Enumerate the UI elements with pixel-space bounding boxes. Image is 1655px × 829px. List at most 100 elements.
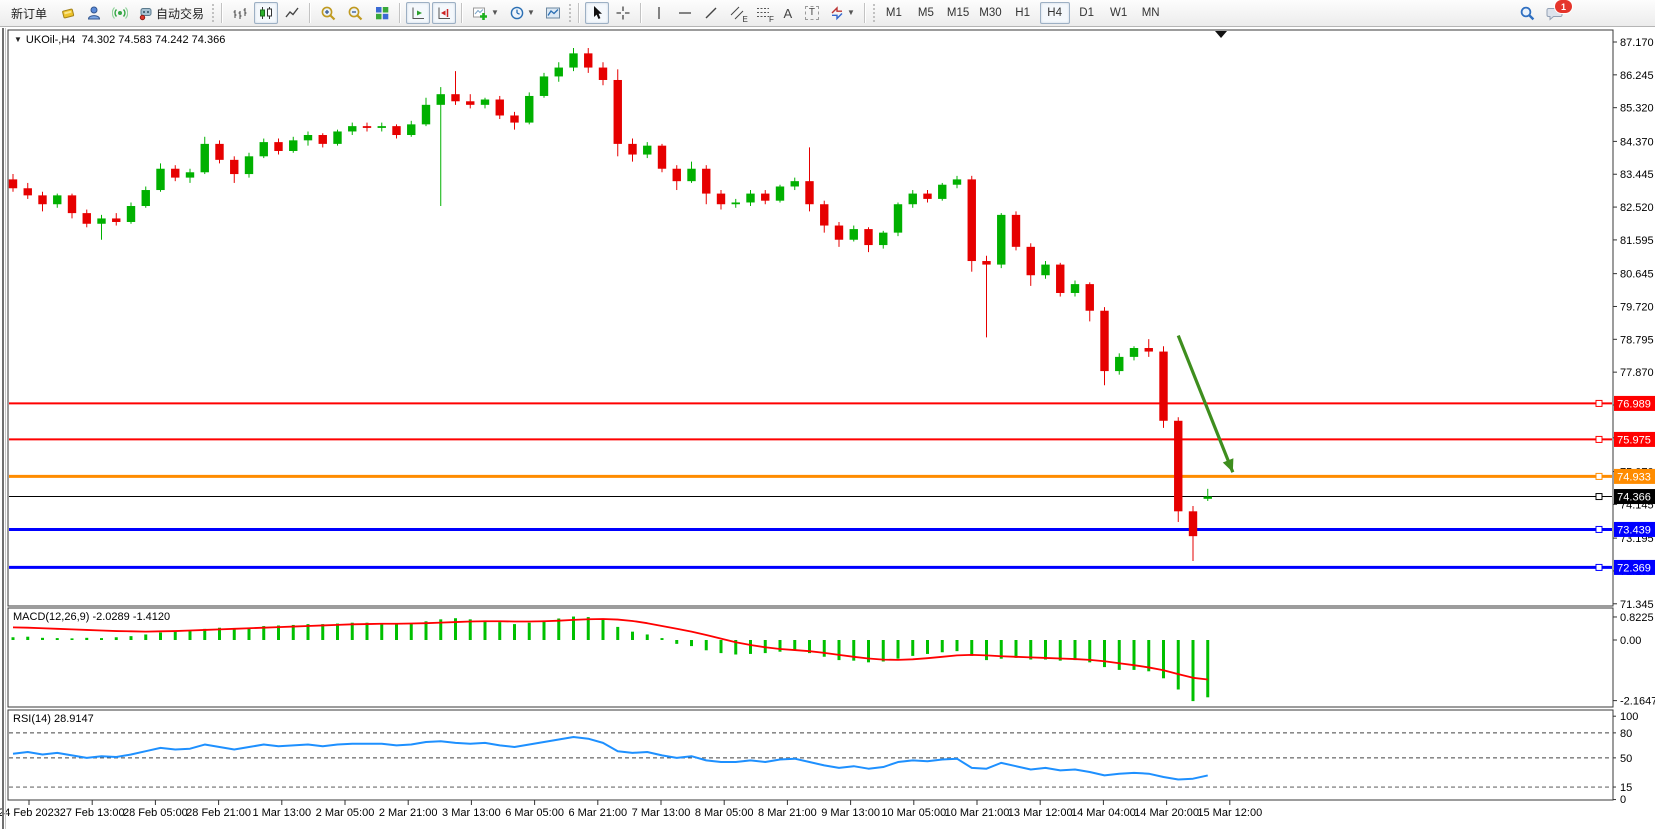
text-label-tool-button[interactable]: T xyxy=(801,2,823,24)
candlestick-icon xyxy=(260,7,273,19)
time-axis-label: 7 Mar 13:00 xyxy=(632,807,691,819)
fibonacci-letter: F xyxy=(768,15,774,24)
trend-arrow-annotation[interactable] xyxy=(1176,334,1235,473)
last-bar-marker-icon xyxy=(1215,31,1228,38)
price-tick-label: 77.870 xyxy=(1620,367,1654,379)
ohlc-bars-icon xyxy=(233,8,247,19)
separator xyxy=(399,3,402,23)
price-tick-label: 84.370 xyxy=(1620,136,1654,148)
price-line-label-box xyxy=(1614,468,1655,484)
dropdown-arrow-icon: ▼ xyxy=(526,8,535,17)
time-axis-label: 3 Mar 13:00 xyxy=(442,807,501,819)
add-indicator-icon xyxy=(473,7,488,20)
level-line-handle[interactable] xyxy=(1595,472,1603,480)
timeframe-m15[interactable]: M15 xyxy=(943,2,973,24)
new-order-button[interactable]: 新订单 xyxy=(4,2,54,24)
separator xyxy=(309,3,312,23)
text-tool-icon: A xyxy=(783,5,793,21)
time frame-m30[interactable]: M30 xyxy=(975,2,1005,24)
arrows-shapes-icon xyxy=(831,6,843,21)
timeframe-h1[interactable]: H1 xyxy=(1008,2,1038,24)
price-line-label-box xyxy=(1614,431,1655,447)
gold-badge-icon xyxy=(62,8,75,19)
tile-windows-icon xyxy=(376,7,389,20)
bar-chart-button[interactable] xyxy=(228,2,252,24)
auto-trading-button[interactable]: 自动交易 xyxy=(134,2,208,24)
separator xyxy=(639,3,642,23)
level-line-handle[interactable] xyxy=(1595,493,1603,501)
line-chart-button[interactable] xyxy=(280,2,304,24)
fibonacci-tool-button[interactable]: F xyxy=(751,2,775,24)
time-axis-label: 14 Mar 04:00 xyxy=(1071,807,1136,819)
time-axis-label: 28 Feb 05:00 xyxy=(123,807,188,819)
timeframe-m5[interactable]: M5 xyxy=(911,2,941,24)
level-line-handle[interactable] xyxy=(1595,399,1603,407)
gold-badge-button[interactable] xyxy=(56,2,80,24)
vertical-line-icon xyxy=(658,7,660,19)
clock-icon xyxy=(510,6,524,20)
timeframe-mn[interactable]: MN xyxy=(1136,2,1166,24)
community-person-icon xyxy=(88,6,101,20)
trend-arrow-head xyxy=(1222,458,1234,473)
main-panel-frame xyxy=(7,29,1614,607)
time-axis-label: 14 Mar 20:00 xyxy=(1134,807,1199,819)
time-axis-label: 8 Mar 21:00 xyxy=(758,807,817,819)
symbol-dropdown-icon[interactable]: ▼ xyxy=(14,35,22,44)
zoom-out-button[interactable] xyxy=(343,2,368,24)
timeframe-h4[interactable]: H4 xyxy=(1039,2,1070,24)
time-axis-label: 8 Mar 05:00 xyxy=(695,807,754,819)
separator xyxy=(577,3,580,23)
signals-button[interactable] xyxy=(108,2,132,24)
time-axis-label: 13 Mar 12:00 xyxy=(1008,807,1073,819)
indicators-button[interactable]: ▼ xyxy=(468,2,503,24)
search-button[interactable] xyxy=(1515,2,1540,24)
trendline-tool-button[interactable] xyxy=(699,2,723,24)
line-chart-icon xyxy=(285,7,299,18)
channel-tool-button[interactable]: E xyxy=(725,2,749,24)
timeframe-d1[interactable]: D1 xyxy=(1072,2,1102,24)
time-axis-label: 2 Mar 21:00 xyxy=(379,807,438,819)
time-axis-label: 10 Mar 21:00 xyxy=(945,807,1010,819)
periods-button[interactable]: ▼ xyxy=(505,2,539,24)
level-line-handle[interactable] xyxy=(1595,435,1603,443)
price-line-label: 76.989 xyxy=(1617,398,1651,410)
notifications-button[interactable]: 1 xyxy=(1542,0,1573,24)
rsi-axis-label: 15 xyxy=(1620,782,1632,794)
templates-button[interactable] xyxy=(541,2,565,24)
price-line-label-box xyxy=(1614,521,1655,537)
tile-windows-button[interactable] xyxy=(370,2,394,24)
toolbar-grip xyxy=(871,3,876,23)
channel-letter: E xyxy=(742,15,748,24)
auto-scroll-icon xyxy=(412,7,425,19)
timeframe-m1[interactable]: M1 xyxy=(879,2,909,24)
price-line-label-box xyxy=(1614,489,1655,505)
time-axis-label: 9 Mar 13:00 xyxy=(821,807,880,819)
auto-scroll-button[interactable] xyxy=(406,2,431,24)
timeframe-w1[interactable]: W1 xyxy=(1104,2,1134,24)
window-left-edge-inner xyxy=(5,28,6,829)
crosshair-tool-button[interactable] xyxy=(611,2,635,24)
chart-caption[interactable]: ▼ UKOil-,H4 74.302 74.583 74.242 74.366 xyxy=(14,34,225,46)
cursor-tool-button[interactable] xyxy=(584,2,609,24)
arrows-tool-button[interactable]: ▼ xyxy=(825,2,859,24)
price-tick-label: 87.170 xyxy=(1620,37,1654,49)
macd-panel-frame xyxy=(7,607,1614,708)
vertical-line-tool-button[interactable] xyxy=(647,2,671,24)
community-button[interactable] xyxy=(82,2,106,24)
toolbar-grip xyxy=(567,3,572,23)
auto-trading-icon xyxy=(139,8,152,21)
candlestick-chart-button[interactable] xyxy=(254,2,279,24)
chart-shift-button[interactable] xyxy=(432,2,457,24)
text-tool-button[interactable]: A xyxy=(777,2,799,24)
level-line-handle[interactable] xyxy=(1595,563,1603,571)
price-tick-label: 85.320 xyxy=(1620,103,1654,115)
horizontal-line-tool-button[interactable] xyxy=(673,2,697,24)
notification-badge: 1 xyxy=(1554,0,1573,14)
zoom-in-button[interactable] xyxy=(316,2,341,24)
price-line-label-box xyxy=(1614,559,1655,575)
time-axis-label: 15 Mar 12:00 xyxy=(1197,807,1262,819)
level-line-handle[interactable] xyxy=(1595,525,1603,533)
rsi-axis-label: 0 xyxy=(1620,794,1626,806)
macd-axis-label: -2.1647 xyxy=(1620,696,1655,708)
